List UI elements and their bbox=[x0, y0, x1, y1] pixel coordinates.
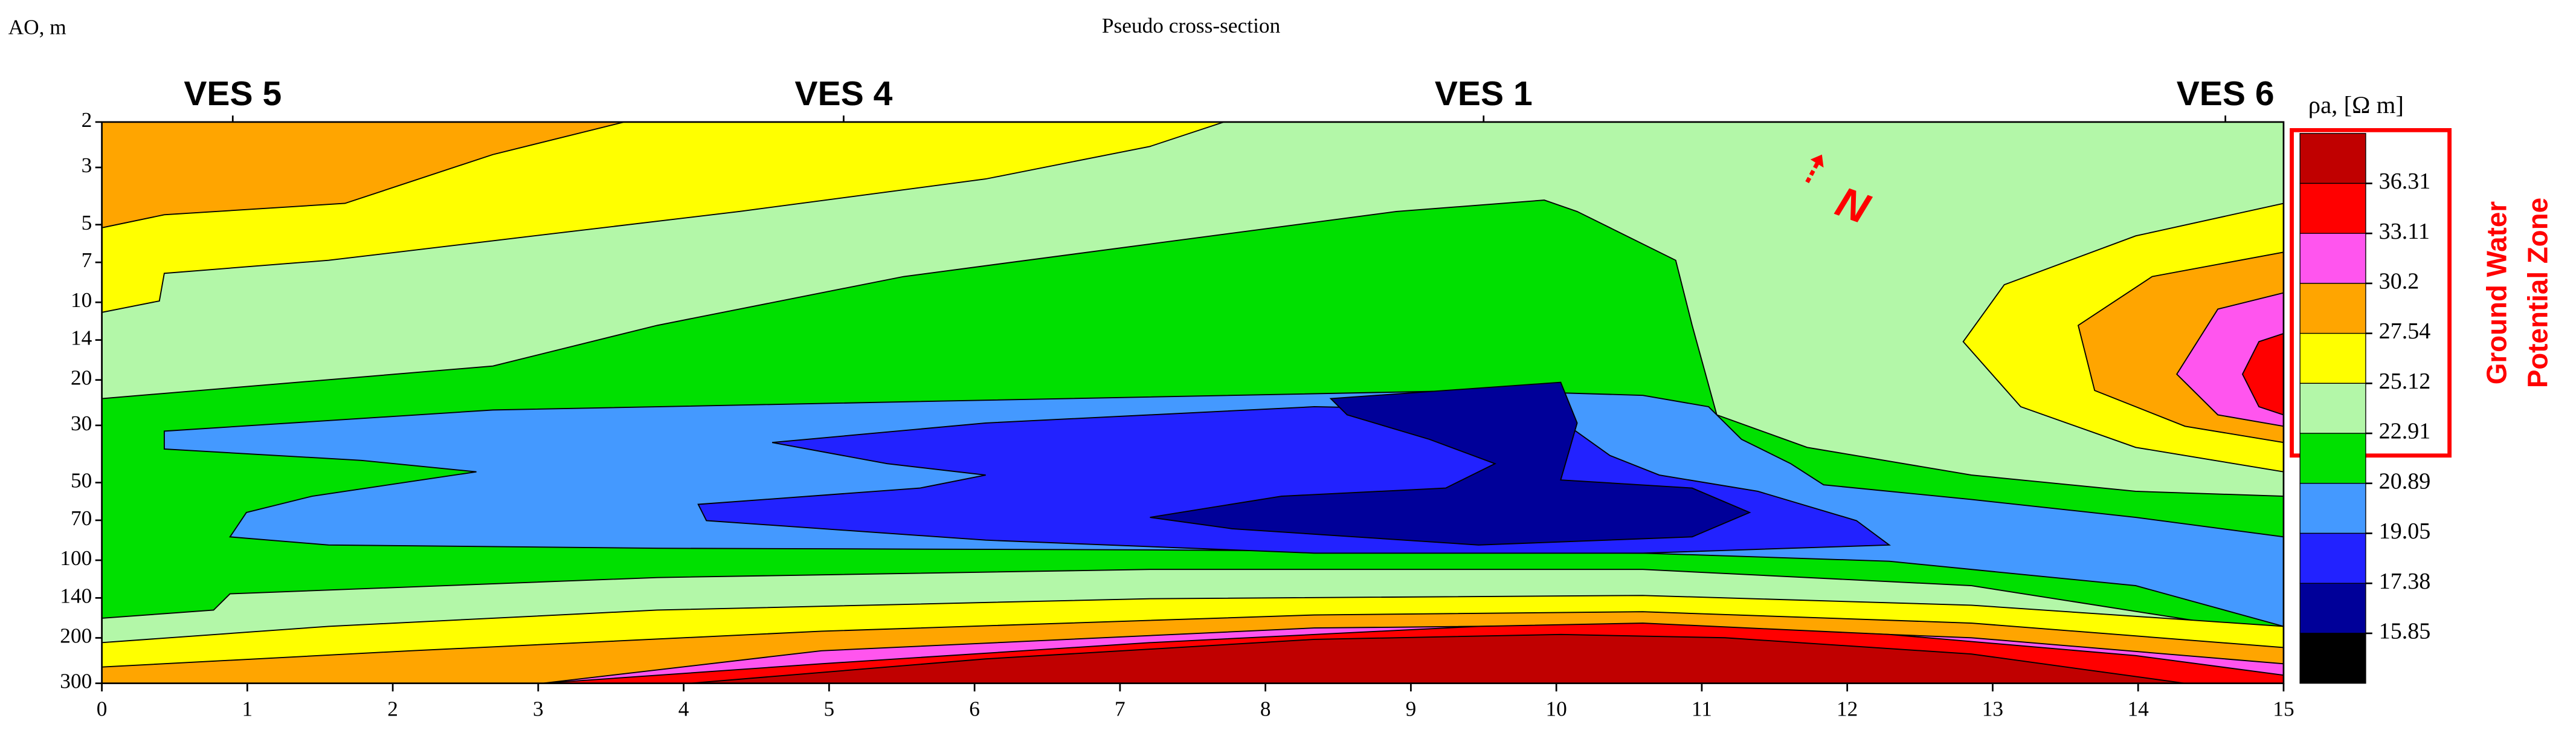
colorbar-box bbox=[2299, 483, 2366, 534]
colorbar-box bbox=[2299, 383, 2366, 434]
x-tick-label: 12 bbox=[1837, 697, 1858, 721]
colorbar-box bbox=[2299, 183, 2366, 234]
y-tick-label: 3 bbox=[82, 154, 92, 177]
colorbar-label: 20.89 bbox=[2379, 469, 2431, 494]
x-tick-label: 4 bbox=[678, 697, 689, 721]
contour-region bbox=[1150, 381, 1751, 546]
contour-region bbox=[2241, 332, 2284, 416]
plot-frame bbox=[101, 121, 2285, 684]
colorbar-label: 30.2 bbox=[2379, 269, 2420, 294]
y-tick-label: 300 bbox=[60, 670, 92, 693]
colorbar-title: ρa, [Ω m] bbox=[2308, 91, 2404, 118]
colorbar-box bbox=[2299, 233, 2366, 284]
x-tick-label: 7 bbox=[1115, 697, 1125, 721]
x-tick-label: 11 bbox=[1692, 697, 1712, 721]
chart-title: Pseudo cross-section bbox=[1102, 14, 1281, 37]
y-tick-label: 70 bbox=[71, 506, 92, 530]
colorbar-label: 17.38 bbox=[2379, 569, 2431, 594]
y-tick-label: 200 bbox=[60, 624, 92, 648]
y-tick-label: 100 bbox=[60, 546, 92, 570]
y-tick-label: 50 bbox=[71, 469, 92, 493]
colorbar-box bbox=[2299, 332, 2366, 384]
y-tick-label: 5 bbox=[82, 211, 92, 234]
colorbar-label: 25.12 bbox=[2379, 369, 2431, 394]
x-tick-label: 15 bbox=[2273, 697, 2294, 721]
colorbar-box bbox=[2299, 283, 2366, 334]
y-tick-label: 2 bbox=[82, 108, 92, 132]
contour-region bbox=[690, 633, 2185, 684]
colorbar-label: 27.54 bbox=[2379, 318, 2431, 344]
zone-box bbox=[2290, 128, 2452, 458]
colorbar-label: 15.85 bbox=[2379, 619, 2431, 644]
north-arrowhead bbox=[1810, 154, 1824, 168]
colorbar-label: 22.91 bbox=[2379, 419, 2431, 444]
x-tick-label: 9 bbox=[1406, 697, 1417, 721]
y-tick-label: 10 bbox=[71, 288, 92, 312]
x-tick-label: 2 bbox=[387, 697, 398, 721]
zone-label: Ground Water bbox=[2481, 201, 2512, 384]
y-tick-label: 140 bbox=[60, 584, 92, 608]
station-label: VES 4 bbox=[795, 75, 893, 113]
y-tick-label: 20 bbox=[71, 366, 92, 390]
contour-region bbox=[101, 121, 625, 228]
x-tick-label: 14 bbox=[2128, 697, 2149, 721]
x-tick-label: 1 bbox=[242, 697, 253, 721]
colorbar-box bbox=[2299, 433, 2366, 484]
station-label: VES 5 bbox=[184, 75, 282, 113]
colorbar-box bbox=[2299, 133, 2366, 184]
x-tick-label: 0 bbox=[97, 697, 108, 721]
y-tick-label: 7 bbox=[82, 248, 92, 272]
x-tick-label: 5 bbox=[824, 697, 835, 721]
colorbar-box bbox=[2299, 532, 2366, 584]
x-tick-label: 10 bbox=[1545, 697, 1567, 721]
contour-map bbox=[101, 121, 2284, 684]
x-tick-label: 13 bbox=[1982, 697, 2003, 721]
station-label: VES 1 bbox=[1435, 75, 1533, 113]
colorbar-label: 33.11 bbox=[2379, 219, 2430, 244]
station-label: VES 6 bbox=[2177, 75, 2275, 113]
zone-label: Potential Zone bbox=[2522, 198, 2553, 388]
y-tick-label: 14 bbox=[71, 326, 92, 350]
north-arrow bbox=[1805, 157, 1823, 184]
colorbar-box bbox=[2299, 583, 2366, 634]
x-tick-label: 8 bbox=[1260, 697, 1271, 721]
y-axis-label: AO, m bbox=[8, 16, 66, 39]
x-tick-label: 3 bbox=[533, 697, 544, 721]
x-tick-label: 6 bbox=[969, 697, 980, 721]
colorbar-label: 36.31 bbox=[2379, 169, 2431, 194]
colorbar-box bbox=[2299, 633, 2366, 684]
y-tick-label: 30 bbox=[71, 412, 92, 435]
colorbar-label: 19.05 bbox=[2379, 519, 2431, 544]
